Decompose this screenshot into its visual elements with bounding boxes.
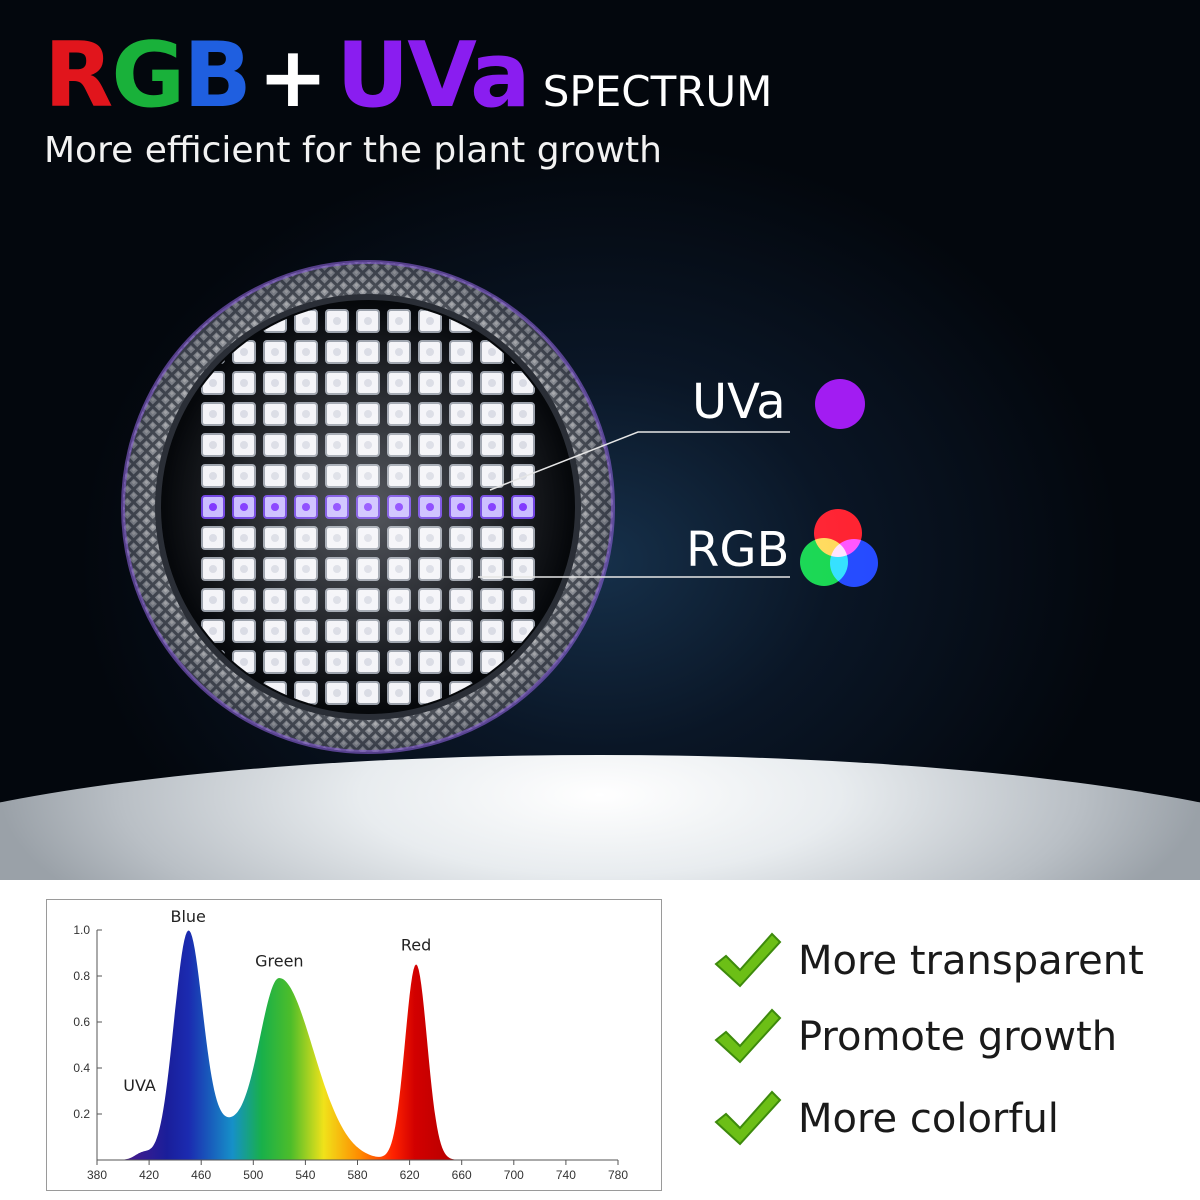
benefit-label: Promote growth [798,1014,1118,1060]
y-tick-label: 1.0 [73,923,90,937]
spectrum-plot: 380 420 460 500 540 580 620 660 700 740 780 1.0 0.8 0… [73,907,628,1182]
benefit-label: More colorful [798,1096,1059,1142]
title-letter-b: B [183,23,252,128]
x-tick-label: 500 [243,1168,263,1182]
chart-annotations: Blue Green Red UVA [123,907,431,1095]
annotation-blue: Blue [170,907,205,926]
x-tick-label: 380 [87,1168,107,1182]
check-icon [714,932,782,988]
uva-label: UVa [692,374,786,430]
y-tick-label: 0.6 [73,1015,90,1029]
title-uva: UVa [336,23,531,128]
hero-banner: R G B + UVa SPECTRUM More efficient for … [0,0,1200,880]
subtitle: More efficient for the plant growth [44,130,662,171]
check-icon [714,1090,782,1146]
title-letter-r: R [44,23,113,128]
rgb-color-circles [800,509,878,587]
chart-axes: 380 420 460 500 540 580 620 660 700 740 780 1.0 0.8 0… [73,923,628,1182]
benefit-item: More colorful [712,1088,1192,1158]
benefit-item: More transparent [712,930,1192,1000]
x-tick-label: 740 [556,1168,576,1182]
annotation-uva: UVA [123,1076,156,1095]
reflective-floor [0,755,1200,880]
x-tick-label: 620 [400,1168,420,1182]
lamp-illustration [121,260,878,754]
y-tick-label: 0.8 [73,969,90,983]
rgb-label: RGB [686,522,790,578]
y-tick-label: 0.4 [73,1061,90,1075]
x-tick-label: 460 [191,1168,211,1182]
y-tick-label: 0.2 [73,1107,90,1121]
x-tick-label: 540 [295,1168,315,1182]
spectrum-chart: 380 420 460 500 540 580 620 660 700 740 780 1.0 0.8 0… [46,899,662,1191]
title-letter-g: G [111,23,185,128]
annotation-green: Green [255,951,303,970]
x-tick-label: 780 [608,1168,628,1182]
headline: R G B + UVa SPECTRUM [44,28,772,126]
annotation-red: Red [401,936,431,955]
benefit-item: Promote growth [712,1006,1192,1076]
title-spectrum: SPECTRUM [542,67,773,116]
x-tick-label: 700 [504,1168,524,1182]
uva-callout-line [489,431,790,491]
title-plus: + [257,28,329,126]
rgb-blue-circle [830,539,878,587]
x-tick-label: 580 [347,1168,367,1182]
spectrum-area [123,930,514,1160]
x-tick-label: 420 [139,1168,159,1182]
x-tick-label: 660 [452,1168,472,1182]
check-icon [714,1008,782,1064]
uva-color-dot [815,379,865,429]
benefit-label: More transparent [798,938,1144,984]
